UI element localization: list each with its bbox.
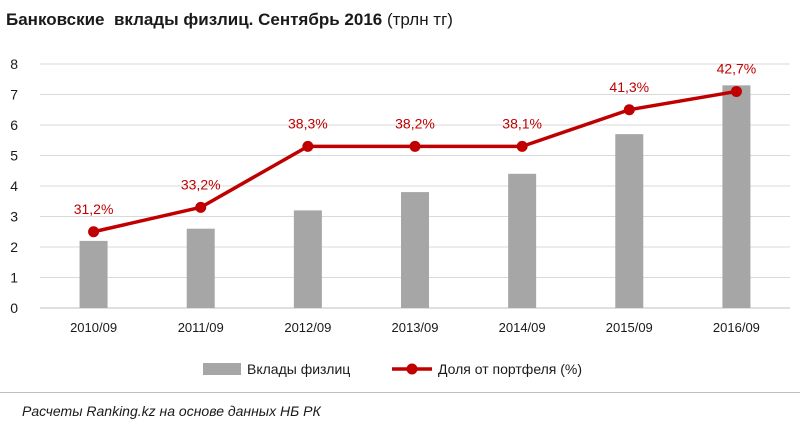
y-tick-label: 7: [10, 87, 18, 103]
y-tick-label: 2: [10, 239, 18, 255]
share-data-label: 31,2%: [74, 201, 114, 217]
share-point-2012/09: [302, 140, 314, 152]
y-tick-label: 8: [10, 56, 18, 72]
source-note: Расчеты Ranking.kz на основе данных НБ Р…: [22, 403, 321, 419]
bar-2014/09: [508, 173, 537, 308]
x-tick-label: 2010/09: [70, 320, 117, 335]
x-tick-label: 2014/09: [499, 320, 546, 335]
y-tick-label: 3: [10, 209, 18, 225]
x-tick-label: 2012/09: [284, 320, 331, 335]
share-point-2014/09: [516, 140, 528, 152]
chart-title-unit: (трлн тг): [382, 10, 453, 29]
share-data-label: 33,2%: [181, 176, 221, 192]
share-data-label: 38,3%: [288, 115, 328, 131]
legend-bar-label: Вклады физлиц: [247, 361, 350, 377]
bar-2010/09: [79, 240, 108, 308]
chart-title: Банковские вклады физлиц. Сентябрь 2016 …: [6, 10, 453, 30]
y-tick-label: 4: [10, 178, 18, 194]
y-tick-label: 6: [10, 117, 18, 133]
y-tick-label: 1: [10, 270, 18, 286]
share-point-2013/09: [409, 140, 421, 152]
legend-line-marker: [406, 363, 418, 375]
legend-line-label: Доля от портфеля (%): [438, 361, 582, 377]
bar-2015/09: [615, 134, 644, 308]
footer-divider: [0, 392, 800, 393]
share-point-2015/09: [623, 104, 635, 116]
chart-title-main: Банковские вклады физлиц. Сентябрь 2016: [6, 10, 383, 29]
share-point-2010/09: [88, 226, 100, 238]
bar-2016/09: [722, 85, 751, 308]
legend-bar-swatch: [203, 363, 241, 375]
x-tick-label: 2016/09: [713, 320, 760, 335]
bar-2012/09: [293, 210, 322, 308]
share-data-label: 42,7%: [717, 60, 757, 76]
share-data-label: 38,1%: [502, 115, 542, 131]
bar-2011/09: [186, 228, 215, 308]
bar-2013/09: [401, 192, 429, 308]
share-data-label: 41,3%: [609, 79, 649, 95]
y-tick-label: 5: [10, 148, 18, 164]
x-tick-label: 2013/09: [392, 320, 439, 335]
share-data-label: 38,2%: [395, 115, 435, 131]
x-tick-label: 2015/09: [606, 320, 653, 335]
share-point-2011/09: [195, 201, 207, 213]
x-tick-label: 2011/09: [178, 320, 224, 335]
y-tick-label: 0: [10, 300, 18, 316]
share-point-2016/09: [730, 85, 742, 97]
